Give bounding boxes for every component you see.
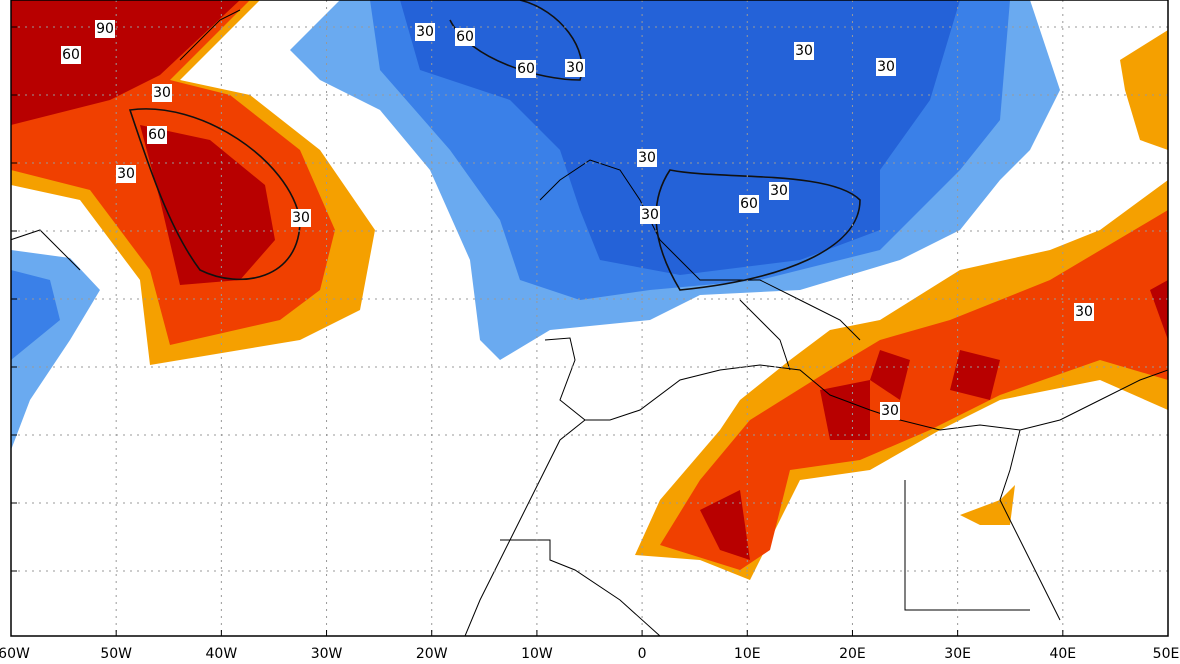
contour-label: 30	[795, 43, 813, 59]
contour-label: 30	[638, 150, 656, 166]
x-tick-label: 50W	[100, 646, 132, 662]
contour-label-bg	[1074, 303, 1094, 321]
contour-label-bg	[637, 149, 657, 167]
contour-label-bg	[516, 60, 536, 78]
contour-label: 30	[641, 207, 659, 223]
contour-label: 30	[566, 60, 584, 76]
x-tick-label: 20W	[416, 646, 448, 662]
x-tick-label: 50E	[1153, 646, 1180, 662]
x-tick-label: 30W	[311, 646, 343, 662]
x-tick-label: 0	[638, 646, 647, 662]
x-tick-label: 10E	[734, 646, 761, 662]
contour-label: 30	[881, 403, 899, 419]
contour-label: 30	[416, 24, 434, 40]
contour-label: 30	[770, 183, 788, 199]
contour-label-bg	[291, 209, 311, 227]
contour-label-bg	[876, 58, 896, 76]
x-tick-label: 20E	[839, 646, 866, 662]
contour-label-bg	[415, 23, 435, 41]
contour-label-bg	[739, 195, 759, 213]
contour-label: 60	[148, 127, 166, 143]
contour-label-bg	[116, 165, 136, 183]
x-axis: 60W 50W 40W 30W 20W 10W 0 10E 20E 30E 40E 50E	[0, 26, 1180, 662]
contour-labels: 90 60 30 60 30 30 30 60 60 30 30 30 30 30 60 30 30 30	[61, 20, 1094, 420]
contour-label-bg	[95, 20, 115, 38]
contour-label-bg	[880, 402, 900, 420]
contour-label: 60	[517, 61, 535, 77]
contour-label: 60	[456, 29, 474, 45]
contour-label: 30	[1075, 304, 1093, 320]
x-tick-label: 10W	[521, 646, 553, 662]
contour-label: 60	[740, 196, 758, 212]
contour-label: 30	[153, 85, 171, 101]
contour-label-bg	[640, 206, 660, 224]
contour-label: 30	[117, 166, 135, 182]
x-tick-label: 40W	[206, 646, 238, 662]
contour-label-bg	[61, 46, 81, 64]
contour-label: 90	[96, 21, 114, 37]
anomaly-fields	[11, 0, 1168, 636]
contour-label: 30	[877, 59, 895, 75]
contour-label-bg	[769, 182, 789, 200]
contour-label-bg	[455, 28, 475, 46]
contour-label: 30	[292, 210, 310, 226]
contour-label-bg	[152, 84, 172, 102]
x-tick-label: 60W	[0, 646, 30, 662]
contour-label-bg	[565, 59, 585, 77]
x-tick-label: 40E	[1049, 646, 1076, 662]
map-frame	[10, 0, 1169, 637]
graticule	[11, 0, 1168, 636]
x-tick-label: 30E	[944, 646, 971, 662]
contour-label-bg	[794, 42, 814, 60]
contour-label-bg	[147, 126, 167, 144]
contour-label: 60	[62, 47, 80, 63]
